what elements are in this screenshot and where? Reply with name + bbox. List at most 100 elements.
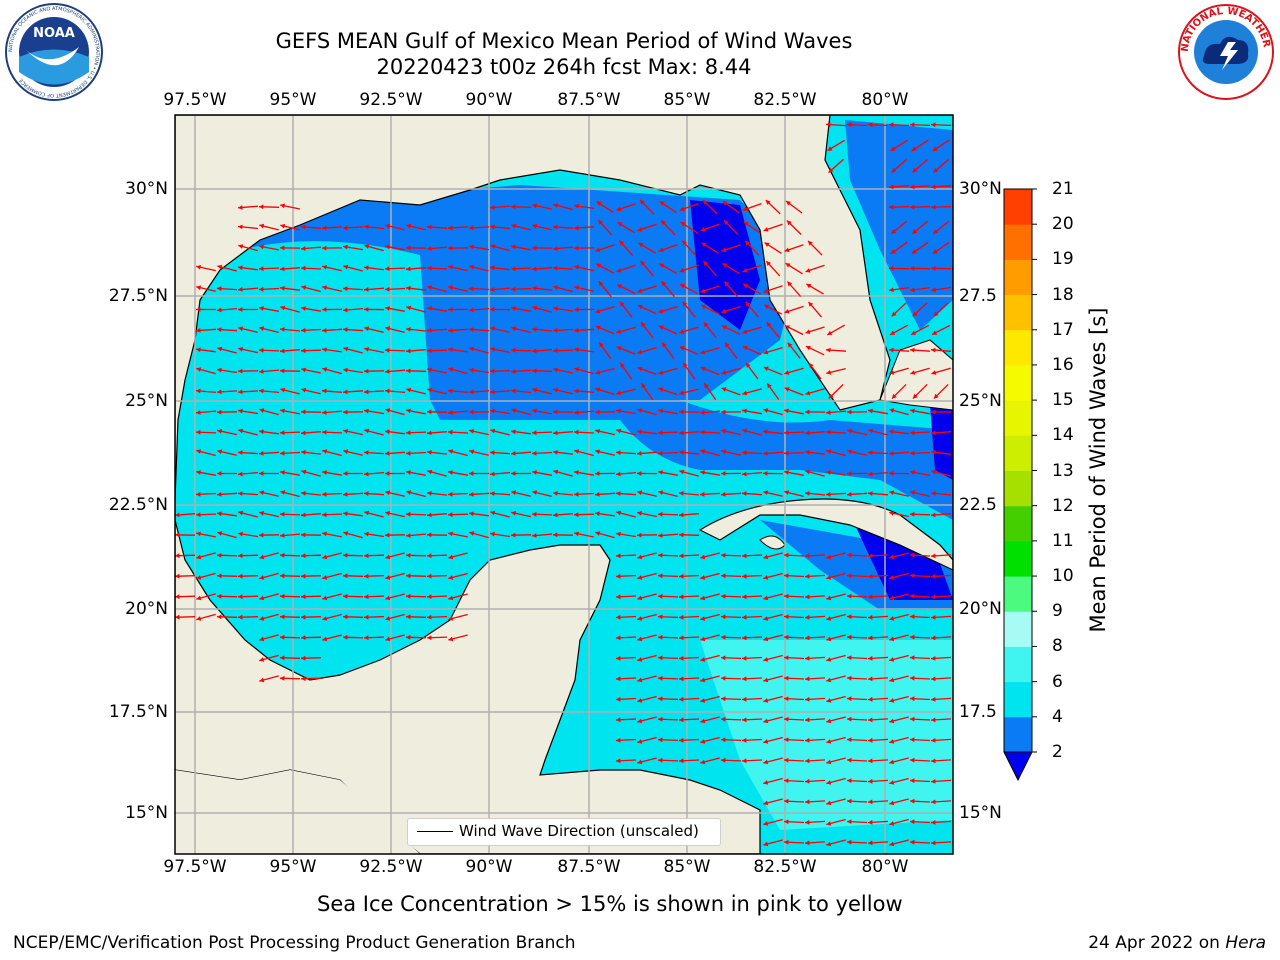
wind-arrow-head — [427, 387, 433, 393]
wind-arrow-head — [301, 635, 306, 641]
wind-arrow-head — [553, 203, 559, 208]
wind-arrow-head — [784, 552, 789, 558]
wind-arrow-head — [742, 655, 747, 661]
wind-arrow-head — [637, 554, 643, 560]
wind-arrow-head — [553, 224, 558, 230]
wind-arrow-head — [532, 285, 537, 291]
wind-arrow-head — [679, 491, 684, 496]
wind-arrow-head — [196, 512, 201, 518]
wind-arrow-head — [553, 469, 559, 475]
wind-arrow-head — [637, 595, 643, 601]
wind-arrow-head — [532, 223, 538, 229]
colorbar-label: Mean Period of Wind Waves [s] — [1086, 307, 1110, 633]
wind-arrow-head — [910, 757, 915, 763]
wind-arrow-head — [658, 430, 663, 436]
wind-arrow-head — [766, 322, 772, 328]
colorbar-segment — [1004, 259, 1032, 296]
wind-arrow-head — [721, 387, 727, 392]
wind-arrow-head — [364, 265, 369, 271]
lat-tick-right: 20°N — [959, 599, 1002, 619]
wind-arrow-head — [868, 594, 873, 600]
wind-arrow-head — [743, 221, 749, 227]
wind-arrow-head — [826, 718, 832, 724]
wind-arrow-head — [343, 225, 348, 231]
wind-arrow-head — [910, 634, 915, 640]
wind-arrow-head — [280, 408, 285, 414]
lon-tick-bottom: 87.5°W — [557, 857, 621, 877]
wind-arrow-head — [658, 655, 663, 661]
wind-arrow-head — [932, 330, 938, 335]
wind-arrow-head — [238, 614, 243, 620]
wind-arrow-head — [890, 249, 896, 254]
wind-arrow-head — [679, 430, 684, 436]
plot-title-line1: GEFS MEAN Gulf of Mexico Mean Period of … — [275, 29, 853, 53]
wind-arrow-head — [868, 428, 874, 434]
wind-arrow-head — [680, 284, 686, 289]
wind-arrow-head — [343, 552, 348, 558]
colorbar-tick-label: 16 — [1052, 354, 1074, 375]
wind-arrow-head — [322, 410, 327, 415]
wind-arrow-head — [658, 470, 663, 475]
wind-arrow-head — [532, 245, 537, 251]
wind-arrow-head — [701, 304, 706, 310]
wind-arrow-head — [826, 122, 831, 128]
wind-arrow-head — [616, 676, 621, 682]
wind-arrow-head — [553, 246, 558, 251]
wind-arrow-head — [700, 349, 706, 355]
wind-arrow-head — [490, 510, 496, 516]
wind-arrow-head — [599, 342, 604, 348]
wind-arrow-head — [238, 428, 244, 434]
wind-arrow-head — [637, 288, 643, 293]
wind-arrow-head — [637, 677, 643, 683]
wind-arrow-head — [721, 655, 726, 661]
wind-arrow-head — [910, 184, 915, 190]
wind-arrow-head — [661, 220, 666, 226]
wind-arrow-head — [910, 737, 915, 743]
wind-arrow-head — [889, 677, 895, 683]
wind-arrow-head — [679, 409, 684, 415]
wind-arrow-head — [259, 471, 264, 476]
wind-arrow-head — [742, 594, 747, 600]
wind-arrow-head — [280, 675, 285, 681]
wind-arrow-head — [301, 532, 306, 538]
wind-arrow-head — [891, 167, 897, 173]
wind-arrow-head — [847, 778, 852, 784]
wind-arrow-head — [343, 511, 348, 517]
wind-arrow-head — [826, 575, 832, 580]
wind-arrow-head — [868, 614, 873, 620]
wind-arrow-head — [889, 266, 894, 271]
wind-arrow-head — [847, 449, 852, 455]
wind-arrow-head — [826, 595, 832, 601]
wind-arrow-head — [595, 471, 600, 476]
colorbar-segment — [1004, 329, 1032, 366]
wind-arrow-head — [805, 449, 810, 455]
wind-arrow-head — [868, 758, 873, 764]
wind-arrow-head — [574, 285, 579, 291]
wind-arrow-head — [679, 390, 685, 396]
wind-arrow-head — [637, 636, 643, 642]
wind-arrow-head — [910, 490, 916, 495]
wind-arrow-head — [763, 554, 769, 560]
lat-tick-left: 17.5°N — [108, 702, 168, 722]
wind-arrow-head — [637, 349, 643, 355]
wind-arrow-head — [448, 429, 453, 435]
wind-arrow-head — [826, 759, 832, 765]
wind-arrow-head — [280, 511, 285, 517]
wind-arrow-head — [889, 347, 894, 353]
wind-arrow-head — [406, 593, 411, 599]
wind-arrow-head — [469, 409, 474, 415]
wind-arrow-head — [847, 675, 852, 681]
wind-arrow-head — [469, 346, 475, 352]
wind-arrow-head — [364, 368, 369, 374]
wind-arrow-head — [742, 676, 747, 682]
wind-arrow-head — [427, 469, 433, 475]
lat-tick-right: 15°N — [959, 803, 1002, 823]
plot-title-line2: 20220423 t00z 264h fcst Max: 8.44 — [376, 55, 752, 79]
wind-arrow-head — [448, 307, 453, 312]
wind-arrow-head — [700, 595, 706, 601]
wind-arrow-head — [784, 430, 789, 436]
wind-arrow-head — [406, 634, 411, 640]
wind-arrow-head — [847, 492, 852, 497]
wind-arrow-head — [703, 261, 709, 266]
wind-arrow-head — [745, 240, 750, 246]
